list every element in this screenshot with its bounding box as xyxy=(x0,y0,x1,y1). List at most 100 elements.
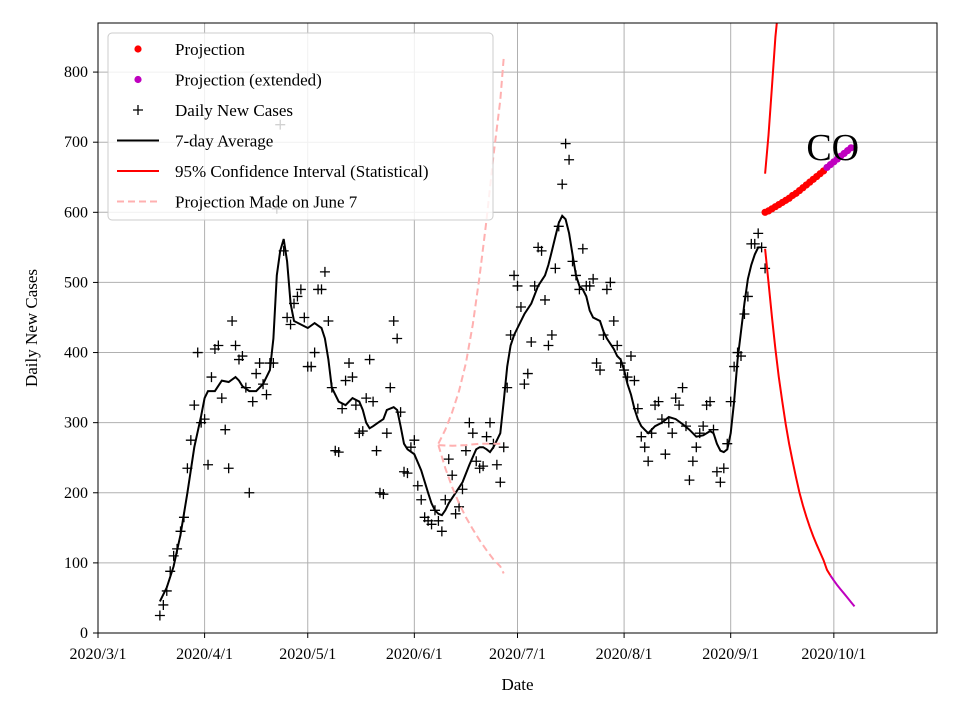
projection-extended-point xyxy=(847,144,855,152)
daily-new-cases-point xyxy=(368,396,379,407)
x-tick-label: 2020/3/1 xyxy=(70,646,127,663)
daily-new-cases-point xyxy=(189,400,200,411)
daily-new-cases-point xyxy=(625,351,636,362)
y-tick-label: 100 xyxy=(64,555,88,572)
projection-made-on-june-7-upper-line xyxy=(437,58,505,445)
daily-new-cases-point xyxy=(677,382,688,393)
daily-new-cases-point xyxy=(447,470,458,481)
daily-new-cases-point xyxy=(192,347,203,358)
legend-label: 95% Confidence Interval (Statistical) xyxy=(175,162,429,181)
daily-new-cases-point xyxy=(364,354,375,365)
daily-new-cases-point xyxy=(237,351,248,362)
7-day-average-line xyxy=(159,214,762,602)
daily-new-cases-point xyxy=(251,368,262,379)
daily-new-cases-point xyxy=(629,375,640,386)
daily-new-cases-point xyxy=(515,301,526,312)
daily-new-cases-point xyxy=(254,358,265,369)
x-tick-label: 2020/6/1 xyxy=(386,646,443,663)
daily-new-cases-point xyxy=(715,477,726,488)
legend-marker xyxy=(134,45,142,53)
daily-new-cases-point xyxy=(526,337,537,348)
daily-new-cases-point xyxy=(639,442,650,453)
daily-new-cases-point xyxy=(216,393,227,404)
legend-label: Projection xyxy=(175,40,245,59)
daily-new-cases-point xyxy=(753,228,764,239)
daily-new-cases-point xyxy=(471,456,482,467)
y-tick-label: 300 xyxy=(64,415,88,432)
daily-new-cases-point xyxy=(502,382,513,393)
daily-new-cases-point xyxy=(605,277,616,288)
daily-new-cases-point xyxy=(378,489,389,500)
daily-new-cases-point xyxy=(158,599,169,610)
daily-new-cases-point xyxy=(522,368,533,379)
legend-marker xyxy=(134,75,142,84)
daily-new-cases-point xyxy=(443,454,454,465)
legend-label: Daily New Cases xyxy=(175,101,293,120)
daily-new-cases-point xyxy=(484,417,495,428)
daily-new-cases-point xyxy=(361,393,372,404)
daily-new-cases-point xyxy=(319,266,330,277)
ticks: 2020/3/1 2020/4/1 2020/5/1 2020/6/1 2020/7/1… xyxy=(64,64,866,663)
daily-new-cases-point xyxy=(347,372,358,383)
legend: Projection Projection (extended) Daily New… xyxy=(107,32,494,221)
daily-new-cases-point xyxy=(323,315,334,326)
daily-new-cases-point xyxy=(227,315,238,326)
daily-new-cases-point xyxy=(295,284,306,295)
daily-new-cases-point xyxy=(412,480,423,491)
daily-new-cases-point xyxy=(595,365,606,376)
daily-new-cases-point xyxy=(223,463,234,474)
daily-new-cases-point xyxy=(460,445,471,456)
daily-new-cases-point xyxy=(498,442,509,453)
daily-new-cases-point xyxy=(168,550,179,561)
daily-new-cases-point xyxy=(206,372,217,383)
daily-new-cases-point xyxy=(478,461,489,472)
daily-new-cases-point xyxy=(306,361,317,372)
daily-new-cases-point xyxy=(409,435,420,446)
y-tick-label: 0 xyxy=(80,625,88,642)
x-tick-label: 2020/5/1 xyxy=(279,646,336,663)
daily-new-cases-point xyxy=(612,340,623,351)
daily-new-cases-point xyxy=(385,382,396,393)
daily-new-cases-point xyxy=(601,284,612,295)
y-tick-label: 400 xyxy=(64,345,88,362)
daily-new-cases-point xyxy=(718,463,729,474)
daily-new-cases-point xyxy=(491,459,502,470)
y-axis-title: Daily New Cases xyxy=(22,269,41,387)
daily-new-cases-point xyxy=(402,468,413,479)
legend-label: Projection Made on June 7 xyxy=(175,193,358,212)
daily-new-cases-point xyxy=(698,421,709,432)
daily-new-cases-point xyxy=(564,154,575,165)
daily-new-cases-point xyxy=(684,475,695,486)
y-tick-label: 700 xyxy=(64,134,88,151)
daily-new-cases-point xyxy=(550,263,561,274)
daily-new-cases-point xyxy=(670,393,681,404)
daily-new-cases-point xyxy=(667,428,678,439)
daily-new-cases-point xyxy=(467,428,478,439)
daily-new-cases-point xyxy=(591,358,602,369)
daily-new-cases-point xyxy=(450,508,461,519)
daily-new-cases-point xyxy=(495,477,506,488)
95-ci-lower-extended-line xyxy=(829,574,856,608)
projection-made-on-june-7-central-line xyxy=(438,442,504,447)
daily-new-cases-point xyxy=(350,400,361,411)
daily-new-cases-point xyxy=(299,312,310,323)
daily-new-cases-point xyxy=(557,179,568,190)
daily-new-cases-point xyxy=(220,424,231,435)
x-tick-label: 2020/4/1 xyxy=(176,646,233,663)
daily-new-cases-point xyxy=(643,456,654,467)
projection-made-on-june-7-lower-line xyxy=(437,444,505,574)
daily-new-cases-point xyxy=(416,494,427,505)
daily-new-cases-point xyxy=(509,270,520,281)
daily-new-cases-point xyxy=(203,459,214,470)
daily-new-cases-point xyxy=(519,379,530,390)
daily-new-cases-point xyxy=(316,284,327,295)
daily-new-cases-point xyxy=(440,494,451,505)
daily-new-cases-point xyxy=(244,487,255,498)
daily-new-cases-point xyxy=(371,445,382,456)
daily-new-cases-point xyxy=(663,417,674,428)
daily-new-cases-point xyxy=(247,396,258,407)
daily-new-cases-point xyxy=(760,263,771,274)
daily-new-cases-point xyxy=(536,245,547,256)
daily-new-cases-point xyxy=(636,431,647,442)
